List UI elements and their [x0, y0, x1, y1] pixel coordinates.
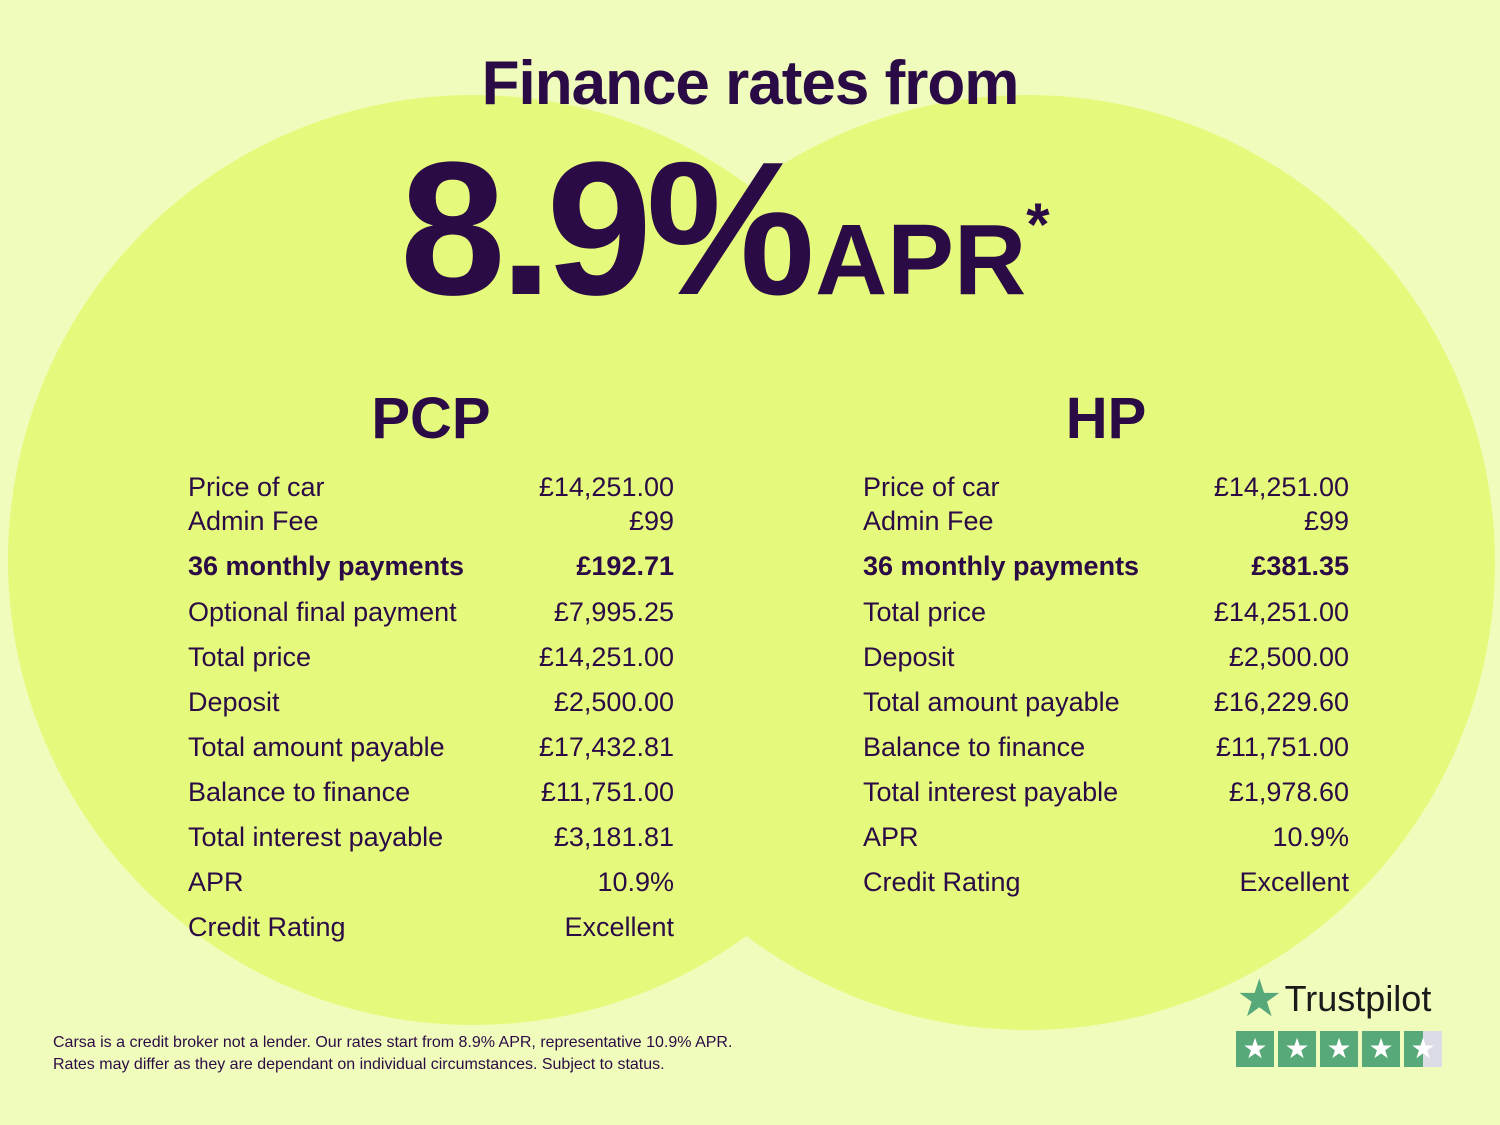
- pcp-table: PCP Price of car £14,251.00 Admin Fee £99 36…: [188, 385, 674, 957]
- table-row: Credit Rating Excellent: [188, 912, 674, 957]
- star-icon: ★: [1320, 1031, 1358, 1067]
- row-label: 36 monthly payments: [188, 551, 465, 581]
- row-label: Optional final payment: [188, 597, 457, 627]
- table-row: Total price £14,251.00: [188, 642, 674, 687]
- row-value: Excellent: [1239, 867, 1349, 897]
- background-circle-right: [560, 95, 1495, 1030]
- table-row: APR 10.9%: [863, 822, 1349, 867]
- row-value: £14,251.00: [538, 472, 674, 502]
- row-label: Total amount payable: [863, 687, 1120, 717]
- disclaimer: Carsa is a credit broker not a lender. O…: [53, 1032, 732, 1076]
- row-value: £99: [1303, 506, 1349, 536]
- headline: Finance rates from: [481, 49, 1020, 118]
- star-icon: ★: [1404, 1031, 1442, 1067]
- disclaimer-line-1: Carsa is a credit broker not a lender. O…: [53, 1034, 733, 1051]
- row-label: 36 monthly payments: [863, 551, 1140, 581]
- table-row: Price of car £14,251.00: [863, 472, 1349, 506]
- row-value: £3,181.81: [553, 822, 674, 852]
- trustpilot-badge: ★ Trustpilot ★ ★ ★ ★ ★: [1236, 970, 1442, 1067]
- row-label: APR: [863, 822, 919, 852]
- row-value: £1,978.60: [1228, 777, 1349, 807]
- row-label: Total interest payable: [863, 777, 1119, 807]
- star-icon: ★: [1362, 1031, 1400, 1067]
- row-label: Total interest payable: [188, 822, 444, 852]
- row-label: APR: [188, 867, 244, 897]
- rating-stars: ★ ★ ★ ★ ★: [1236, 1031, 1442, 1067]
- row-label: Deposit: [863, 642, 955, 672]
- table-row: Optional final payment £7,995.25: [188, 597, 674, 642]
- table-row: Total interest payable £3,181.81: [188, 822, 674, 867]
- table-row: Price of car £14,251.00: [188, 472, 674, 506]
- table-row: Total amount payable £17,432.81: [188, 732, 674, 777]
- rate-display: 8.9%APR*: [400, 120, 1050, 338]
- row-value: £99: [628, 506, 674, 536]
- row-value: £192.71: [576, 551, 674, 581]
- star-icon: ★: [1278, 1031, 1316, 1067]
- row-value: £16,229.60: [1213, 687, 1349, 717]
- table-row: 36 monthly payments £192.71: [188, 551, 674, 597]
- table-row: Balance to finance £11,751.00: [863, 732, 1349, 777]
- table-row: APR 10.9%: [188, 867, 674, 912]
- table-row: Deposit £2,500.00: [188, 687, 674, 732]
- rate-suffix: APR: [815, 204, 1027, 316]
- row-value: £17,432.81: [538, 732, 674, 762]
- hp-table: HP Price of car £14,251.00 Admin Fee £99 36 …: [863, 385, 1349, 912]
- disclaimer-line-2: Rates may differ as they are dependant o…: [53, 1056, 665, 1073]
- table-row: Admin Fee £99: [188, 506, 674, 551]
- row-label: Total price: [863, 597, 987, 627]
- rate-value: 8.9%: [400, 123, 815, 335]
- row-value: £381.35: [1251, 551, 1349, 581]
- row-label: Balance to finance: [863, 732, 1086, 762]
- row-value: £11,751.00: [1215, 732, 1349, 762]
- row-value: 10.9%: [1272, 822, 1349, 852]
- row-value: 10.9%: [597, 867, 674, 897]
- trustpilot-name: Trustpilot: [1284, 978, 1432, 1019]
- table-row: 36 monthly payments £381.35: [863, 551, 1349, 597]
- row-label: Admin Fee: [863, 506, 994, 536]
- table-row: Total price £14,251.00: [863, 597, 1349, 642]
- row-label: Price of car: [188, 472, 325, 502]
- hp-heading: HP: [1065, 386, 1147, 451]
- row-value: £14,251.00: [1213, 472, 1349, 502]
- row-label: Total amount payable: [188, 732, 445, 762]
- row-label: Price of car: [863, 472, 1000, 502]
- table-row: Total interest payable £1,978.60: [863, 777, 1349, 822]
- row-value: £2,500.00: [1228, 642, 1349, 672]
- rate-asterisk: *: [1026, 191, 1050, 258]
- row-label: Total price: [188, 642, 312, 672]
- table-row: Admin Fee £99: [863, 506, 1349, 551]
- star-icon: ★: [1236, 1031, 1274, 1067]
- row-value: £7,995.25: [553, 597, 674, 627]
- row-label: Deposit: [188, 687, 280, 717]
- table-row: Total amount payable £16,229.60: [863, 687, 1349, 732]
- row-value: £14,251.00: [1213, 597, 1349, 627]
- star-icon: ★: [1236, 970, 1283, 1028]
- table-row: Deposit £2,500.00: [863, 642, 1349, 687]
- pcp-heading: PCP: [371, 386, 491, 451]
- row-value: £2,500.00: [553, 687, 674, 717]
- row-label: Credit Rating: [188, 912, 346, 942]
- row-label: Credit Rating: [863, 867, 1021, 897]
- table-row: Credit Rating Excellent: [863, 867, 1349, 912]
- row-value: £11,751.00: [540, 777, 674, 807]
- row-value: £14,251.00: [538, 642, 674, 672]
- table-row: Balance to finance £11,751.00: [188, 777, 674, 822]
- row-label: Balance to finance: [188, 777, 411, 807]
- row-label: Admin Fee: [188, 506, 319, 536]
- row-value: Excellent: [564, 912, 674, 942]
